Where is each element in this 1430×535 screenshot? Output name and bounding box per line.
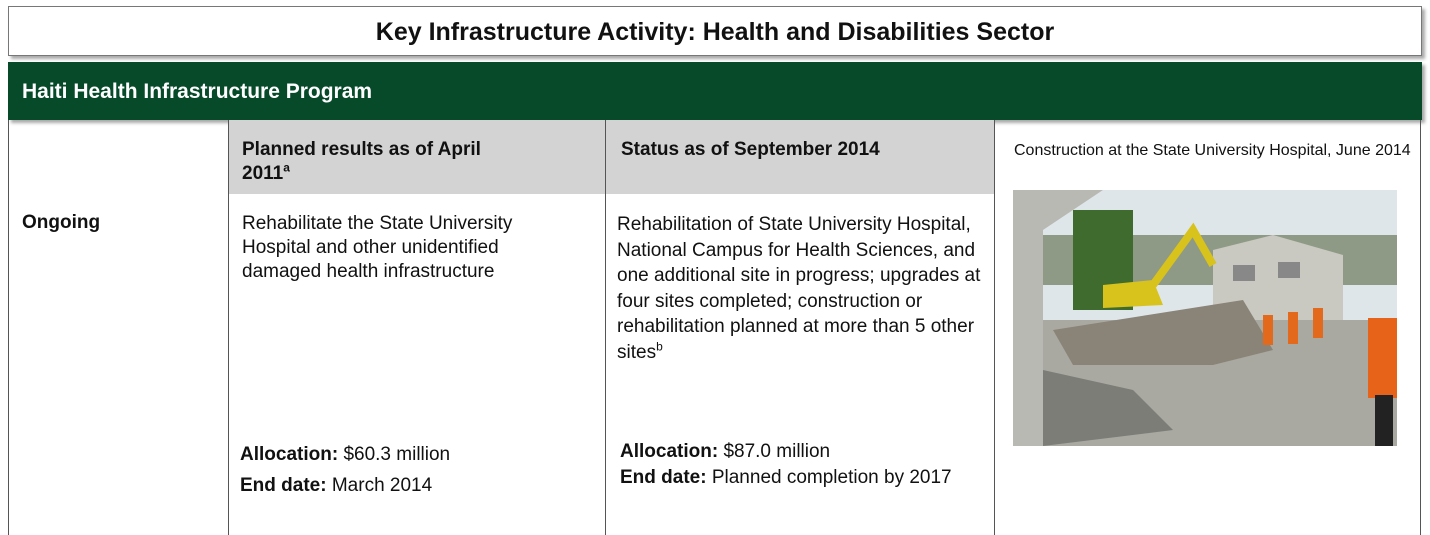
allocation: Allocation: $60.3 million (240, 443, 450, 467)
cell-text: Rehabilitate the State University Hospit… (242, 212, 562, 284)
border (605, 120, 606, 535)
border (228, 120, 229, 535)
photo-caption: Construction at the State University Hos… (1014, 142, 1411, 159)
footnote-mark: b (656, 339, 663, 354)
cell-text: Rehabilitation of State University Hospi… (617, 212, 982, 365)
value: $87.0 million (723, 441, 831, 462)
header-cell (606, 120, 994, 194)
header-text: Planned results as of April 2011 (242, 139, 481, 184)
column-header: Status as of September 2014 (621, 138, 961, 162)
photo (1013, 190, 1397, 446)
header-cell (229, 120, 605, 194)
footnote-mark: a (283, 160, 290, 175)
border (8, 120, 9, 535)
end-date: End date: March 2014 (240, 474, 432, 498)
text: Rehabilitation of State University Hospi… (617, 214, 981, 363)
value: Planned completion by 2017 (711, 467, 952, 488)
title: Key Infrastructure Activity: Health and … (8, 6, 1422, 56)
text: Rehabilitate the State University Hospit… (242, 213, 513, 282)
border (994, 120, 995, 535)
label: Allocation: (620, 441, 719, 462)
value: $60.3 million (343, 444, 451, 465)
label: End date: (240, 475, 327, 496)
end-date: End date: Planned completion by 2017 (620, 466, 952, 490)
allocation: Allocation: $87.0 million (620, 440, 830, 464)
program-bar: Haiti Health Infrastructure Program (8, 62, 1422, 120)
value: March 2014 (331, 475, 433, 496)
header-text: Status as of September 2014 (621, 139, 880, 160)
column-header: Planned results as of April 2011a (242, 138, 482, 186)
border (1420, 120, 1421, 535)
status: Ongoing (22, 212, 101, 233)
label: End date: (620, 467, 707, 488)
label: Allocation: (240, 444, 339, 465)
